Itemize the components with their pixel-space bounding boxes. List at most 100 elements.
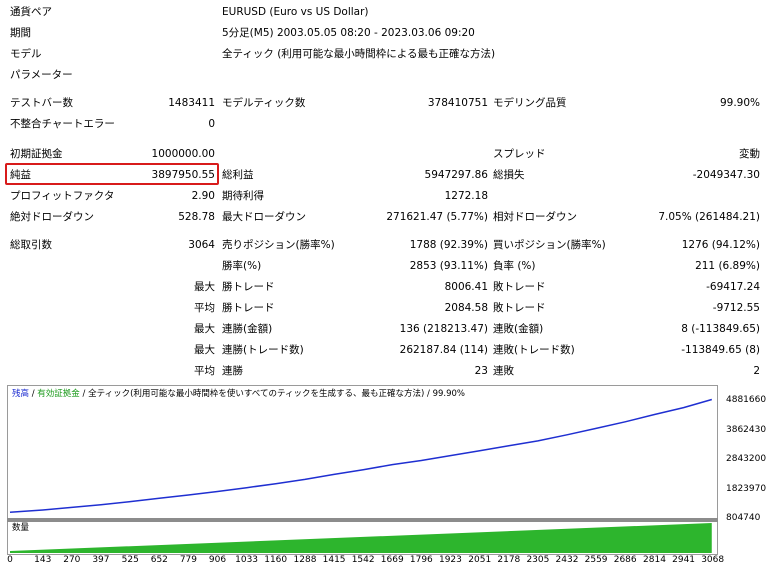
max-win-label: 勝トレード: [222, 281, 275, 293]
short-positions-label: 売りポジション(勝率%): [222, 239, 335, 251]
x-tick-label: 2814: [643, 555, 666, 565]
period-value: 5分足(M5) 2003.05.05 08:20 - 2023.03.06 09…: [222, 27, 475, 39]
legend-model: 全ティック(利用可能な最小時間枠を使いすべてのティックを生成する、最も正確な方法…: [88, 389, 425, 399]
parameters-label: パラメーター: [10, 69, 73, 81]
max-drawdown-label: 最大ドローダウン: [222, 211, 306, 223]
x-tick-label: 2051: [468, 555, 492, 565]
gross-loss-label: 総損失: [493, 169, 525, 181]
profit-factor-label: プロフィットファクタ: [10, 190, 115, 202]
abs-drawdown-label: 絶対ドローダウン: [10, 211, 94, 223]
symbol-value: EURUSD (Euro vs US Dollar): [222, 6, 369, 18]
max-loss-label: 敗トレード: [493, 281, 546, 293]
net-profit-value: 3897950.55: [151, 169, 215, 181]
model-value: 全ティック (利用可能な最小時間枠による最も正確な方法): [222, 48, 496, 60]
quality-value: 99.90%: [719, 97, 760, 109]
loss-rate-label: 負率 (%): [493, 260, 536, 272]
y-tick-label: 1823970: [726, 483, 767, 494]
net-profit-label: 純益: [10, 169, 31, 181]
deposit-label: 初期証拠金: [10, 148, 63, 160]
x-tick-label: 1033: [235, 555, 259, 565]
avg-cons-win-value: 23: [474, 365, 488, 377]
cons-win-amount-label: 連勝(金額): [222, 323, 273, 335]
ticks-label: モデルティック数: [222, 97, 306, 109]
y-tick-label: 4881660: [726, 395, 767, 405]
x-tick-label: 2686: [613, 555, 637, 565]
y-tick-label: 804740: [726, 513, 761, 523]
bars-label: テストバー数: [10, 97, 73, 109]
x-tick-label: 525: [121, 555, 139, 565]
y-tick-label: 3862430: [726, 424, 767, 435]
avg-win-label: 勝トレード: [222, 302, 275, 314]
max-word: 最大: [194, 323, 215, 335]
x-tick-label: 2432: [555, 555, 579, 565]
x-tick-label: 2559: [584, 555, 608, 565]
avg-win-value: 2084.58: [444, 302, 488, 314]
x-tick-label: 1796: [409, 555, 433, 565]
x-tick-label: 143: [34, 555, 52, 565]
total-trades-value: 3064: [188, 239, 215, 251]
avg-loss-value: -9712.55: [712, 302, 760, 314]
avg-cons-loss-value: 2: [753, 365, 760, 377]
legend-separator: /: [79, 389, 89, 399]
legend-separator: /: [29, 389, 38, 399]
long-positions-label: 買いポジション(勝率%): [493, 239, 606, 251]
cons-loss-count-value: -113849.65 (8): [681, 344, 760, 356]
rel-drawdown-label: 相対ドローダウン: [493, 211, 577, 223]
x-tick-label: 906: [208, 555, 227, 565]
mismatch-value: 0: [208, 118, 215, 130]
total-trades-label: 総取引数: [10, 239, 52, 251]
cons-loss-amount-value: 8 (-113849.65): [681, 323, 760, 335]
abs-drawdown-value: 528.78: [178, 211, 215, 223]
x-tick-label: 1669: [380, 555, 404, 565]
symbol-label: 通貨ペア: [10, 6, 52, 18]
period-label: 期間: [10, 27, 31, 39]
gross-profit-value: 5947297.86: [424, 169, 488, 181]
x-tick-label: 2178: [497, 555, 521, 565]
x-tick-label: 1288: [293, 555, 317, 565]
avg-cons-loss-label: 連敗: [493, 365, 514, 377]
x-tick-label: 2305: [526, 555, 550, 565]
chart-legend: 残高 / 有効証拠金 / 全ティック(利用可能な最小時間枠を使いすべてのティック…: [12, 388, 465, 400]
x-tick-label: 3068: [701, 555, 725, 565]
legend-equity: 有効証拠金: [37, 389, 80, 399]
x-tick-label: 1160: [264, 555, 288, 565]
y-tick-label: 2843200: [726, 454, 767, 464]
max-word: 最大: [194, 344, 215, 356]
long-positions-value: 1276 (94.12%): [681, 239, 760, 251]
legend-balance: 残高: [12, 389, 30, 399]
cons-win-amount-value: 136 (218213.47): [399, 323, 488, 335]
x-tick-label: 397: [92, 555, 110, 565]
expected-payoff-value: 1272.18: [444, 190, 488, 202]
win-rate-value: 2853 (93.11%): [409, 260, 488, 272]
cons-loss-amount-label: 連敗(金額): [493, 323, 544, 335]
x-tick-label: 779: [179, 555, 197, 565]
bars-value: 1483411: [168, 97, 215, 109]
cons-win-count-label: 連勝(トレード数): [222, 344, 304, 356]
x-tick-label: 1542: [351, 555, 375, 565]
max-drawdown-value: 271621.47 (5.77%): [386, 211, 488, 223]
ticks-value: 378410751: [427, 97, 488, 109]
x-tick-label: 1415: [322, 555, 346, 565]
cons-win-count-value: 262187.84 (114): [399, 344, 488, 356]
loss-rate-value: 211 (6.89%): [695, 260, 760, 272]
net-profit-highlight: [5, 163, 219, 185]
win-rate-label: 勝率(%): [222, 260, 262, 272]
balance-chart-panel: [7, 385, 718, 555]
avg-word: 平均: [194, 302, 215, 314]
quality-label: モデリング品質: [493, 97, 567, 109]
avg-loss-label: 敗トレード: [493, 302, 546, 314]
avg-cons-win-label: 連勝: [222, 365, 243, 377]
gross-profit-label: 総利益: [222, 169, 254, 181]
volume-label: 数量: [12, 523, 30, 533]
gross-loss-value: -2049347.30: [692, 169, 760, 181]
max-loss-value: -69417.24: [706, 281, 760, 293]
max-win-value: 8006.41: [444, 281, 488, 293]
cons-loss-count-label: 連敗(トレード数): [493, 344, 575, 356]
x-tick-label: 1923: [438, 555, 462, 565]
chart-separator: [7, 518, 718, 522]
spread-label: スプレッド: [493, 148, 546, 160]
x-tick-label: 0: [7, 555, 13, 565]
expected-payoff-label: 期待利得: [222, 190, 264, 202]
legend-quality: 99.90%: [432, 389, 465, 399]
legend-separator: /: [424, 389, 433, 399]
